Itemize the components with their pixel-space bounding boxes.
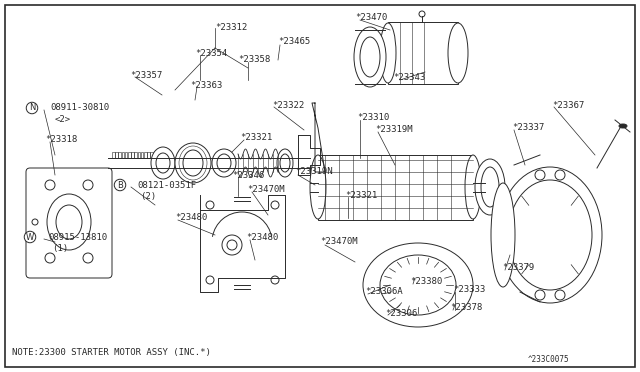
- Text: *23346: *23346: [232, 170, 264, 180]
- Circle shape: [271, 201, 279, 209]
- Ellipse shape: [481, 167, 499, 207]
- Circle shape: [83, 180, 93, 190]
- Circle shape: [45, 253, 55, 263]
- Text: *23319N: *23319N: [295, 167, 333, 176]
- Ellipse shape: [175, 143, 211, 183]
- Text: *23354: *23354: [195, 49, 227, 58]
- Bar: [141, 152, 143, 158]
- Text: *23357: *23357: [130, 71, 163, 80]
- Bar: [131, 152, 134, 158]
- Circle shape: [222, 235, 242, 255]
- Text: *23306: *23306: [385, 310, 417, 318]
- Text: <2>: <2>: [55, 115, 71, 125]
- Text: *23480: *23480: [175, 214, 207, 222]
- Ellipse shape: [217, 154, 231, 172]
- Ellipse shape: [151, 147, 175, 179]
- Text: *23379: *23379: [502, 263, 534, 273]
- Circle shape: [45, 180, 55, 190]
- Ellipse shape: [183, 150, 203, 176]
- Circle shape: [227, 240, 237, 250]
- Text: *23321: *23321: [240, 134, 272, 142]
- Text: NOTE:23300 STARTER MOTOR ASSY (INC.*): NOTE:23300 STARTER MOTOR ASSY (INC.*): [12, 347, 211, 356]
- Ellipse shape: [380, 23, 396, 83]
- Text: *23333: *23333: [453, 285, 485, 295]
- Ellipse shape: [448, 23, 468, 83]
- Bar: [122, 152, 124, 158]
- Bar: [128, 152, 131, 158]
- Text: *23363: *23363: [190, 80, 222, 90]
- Text: *23343: *23343: [393, 74, 425, 83]
- Ellipse shape: [212, 149, 236, 177]
- Ellipse shape: [56, 205, 82, 239]
- Bar: [154, 152, 156, 158]
- Bar: [118, 152, 121, 158]
- Text: *23312: *23312: [215, 23, 247, 32]
- Bar: [318, 155, 473, 220]
- Ellipse shape: [380, 255, 456, 315]
- Text: *23319M: *23319M: [375, 125, 413, 135]
- Ellipse shape: [498, 167, 602, 303]
- Bar: [115, 152, 118, 158]
- Text: *23380: *23380: [410, 278, 442, 286]
- Text: *23322: *23322: [272, 100, 304, 109]
- Ellipse shape: [47, 194, 91, 250]
- Text: B: B: [117, 180, 123, 189]
- Text: N: N: [29, 103, 35, 112]
- Ellipse shape: [310, 155, 326, 219]
- Text: (1): (1): [52, 244, 68, 253]
- Text: *23480: *23480: [246, 234, 278, 243]
- Ellipse shape: [465, 155, 481, 219]
- Circle shape: [419, 11, 425, 17]
- Text: 08915-13810: 08915-13810: [48, 232, 107, 241]
- Ellipse shape: [475, 159, 505, 215]
- Circle shape: [32, 219, 38, 225]
- Text: *23318: *23318: [45, 135, 77, 144]
- Text: *23470M: *23470M: [320, 237, 358, 247]
- Circle shape: [271, 276, 279, 284]
- Ellipse shape: [508, 180, 592, 290]
- Bar: [112, 152, 115, 158]
- Ellipse shape: [280, 154, 290, 172]
- Ellipse shape: [363, 243, 473, 327]
- Bar: [125, 152, 127, 158]
- Circle shape: [206, 201, 214, 209]
- Text: (2): (2): [140, 192, 156, 202]
- Text: ^233C0075: ^233C0075: [528, 356, 570, 365]
- Text: *23378: *23378: [450, 304, 483, 312]
- Text: W: W: [26, 232, 34, 241]
- Bar: [144, 152, 147, 158]
- Ellipse shape: [491, 183, 515, 287]
- Bar: [147, 152, 150, 158]
- Ellipse shape: [156, 153, 170, 173]
- Bar: [134, 152, 137, 158]
- Text: *23470M: *23470M: [247, 186, 285, 195]
- Text: *23321: *23321: [345, 190, 377, 199]
- Polygon shape: [298, 135, 320, 175]
- Circle shape: [555, 290, 565, 300]
- Text: *23310: *23310: [357, 113, 389, 122]
- Ellipse shape: [277, 149, 293, 177]
- Circle shape: [206, 276, 214, 284]
- Circle shape: [555, 170, 565, 180]
- Circle shape: [535, 290, 545, 300]
- Circle shape: [83, 253, 93, 263]
- Text: *23367: *23367: [552, 100, 584, 109]
- Polygon shape: [200, 195, 285, 292]
- FancyBboxPatch shape: [26, 168, 112, 278]
- Text: *23337: *23337: [512, 124, 544, 132]
- Text: *23306A: *23306A: [365, 288, 403, 296]
- Text: 08121-0351F: 08121-0351F: [137, 180, 196, 189]
- Ellipse shape: [619, 124, 627, 128]
- Ellipse shape: [354, 27, 386, 87]
- Ellipse shape: [360, 37, 380, 77]
- Circle shape: [535, 170, 545, 180]
- Text: *23470: *23470: [355, 13, 387, 22]
- Text: *23358: *23358: [238, 55, 270, 64]
- Polygon shape: [312, 103, 325, 172]
- Text: *23465: *23465: [278, 38, 310, 46]
- Bar: [388, 22, 458, 84]
- Bar: [138, 152, 140, 158]
- Text: 08911-30810: 08911-30810: [50, 103, 109, 112]
- Bar: [150, 152, 153, 158]
